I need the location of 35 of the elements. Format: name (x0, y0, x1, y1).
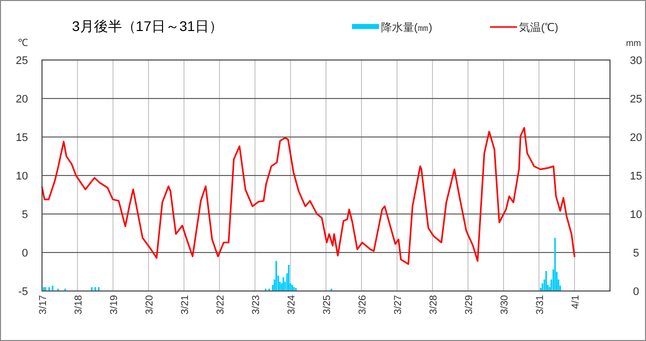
y-tick-label: 5 (22, 209, 28, 221)
y-tick-label: 15 (16, 132, 28, 144)
x-tick-label: 3/31 (535, 294, 546, 314)
y-tick-label: 25 (16, 55, 28, 67)
x-tick-label: 3/20 (144, 294, 156, 314)
x-tick-label: 3/17 (38, 294, 49, 314)
y2-tick-label: 15 (630, 170, 642, 182)
y-tick-label: -5 (18, 286, 28, 298)
x-tick-label: 4/1 (570, 294, 582, 309)
x-tick-label: 3/29 (464, 294, 475, 314)
y2-axis-title: mm (626, 38, 641, 48)
legend-label: 降水量(㎜) (381, 21, 432, 34)
y2-tick-label: 20 (630, 132, 642, 144)
x-tick-label: 3/30 (500, 294, 510, 314)
x-tick-label: 3/24 (286, 294, 298, 314)
legend-label: 気温(℃) (519, 22, 558, 34)
y2-tick-label: 25 (630, 94, 642, 106)
y-axis-title: ℃ (18, 38, 28, 49)
chart-title: 3月後半（17日～31日） (72, 18, 223, 34)
y-tick-label: 10 (16, 170, 28, 182)
y2-tick-label: 30 (630, 55, 642, 67)
x-tick-label: 3/19 (109, 294, 120, 314)
x-tick-label: 3/26 (358, 294, 368, 314)
x-tick-label: 3/21 (180, 294, 191, 314)
y-tick-label: 0 (22, 248, 28, 260)
y2-tick-label: 10 (630, 209, 642, 221)
x-tick-label: 3/28 (428, 294, 440, 314)
y-tick-label: 20 (16, 94, 28, 106)
x-tick-label: 3/22 (216, 294, 226, 314)
x-tick-label: 3/23 (251, 294, 262, 314)
x-tick-label: 3/25 (322, 294, 333, 314)
x-tick-label: 3/18 (74, 294, 84, 314)
y2-tick-label: 5 (632, 248, 640, 260)
x-tick-label: 3/27 (393, 294, 404, 314)
y2-tick-label: 0 (632, 286, 640, 298)
